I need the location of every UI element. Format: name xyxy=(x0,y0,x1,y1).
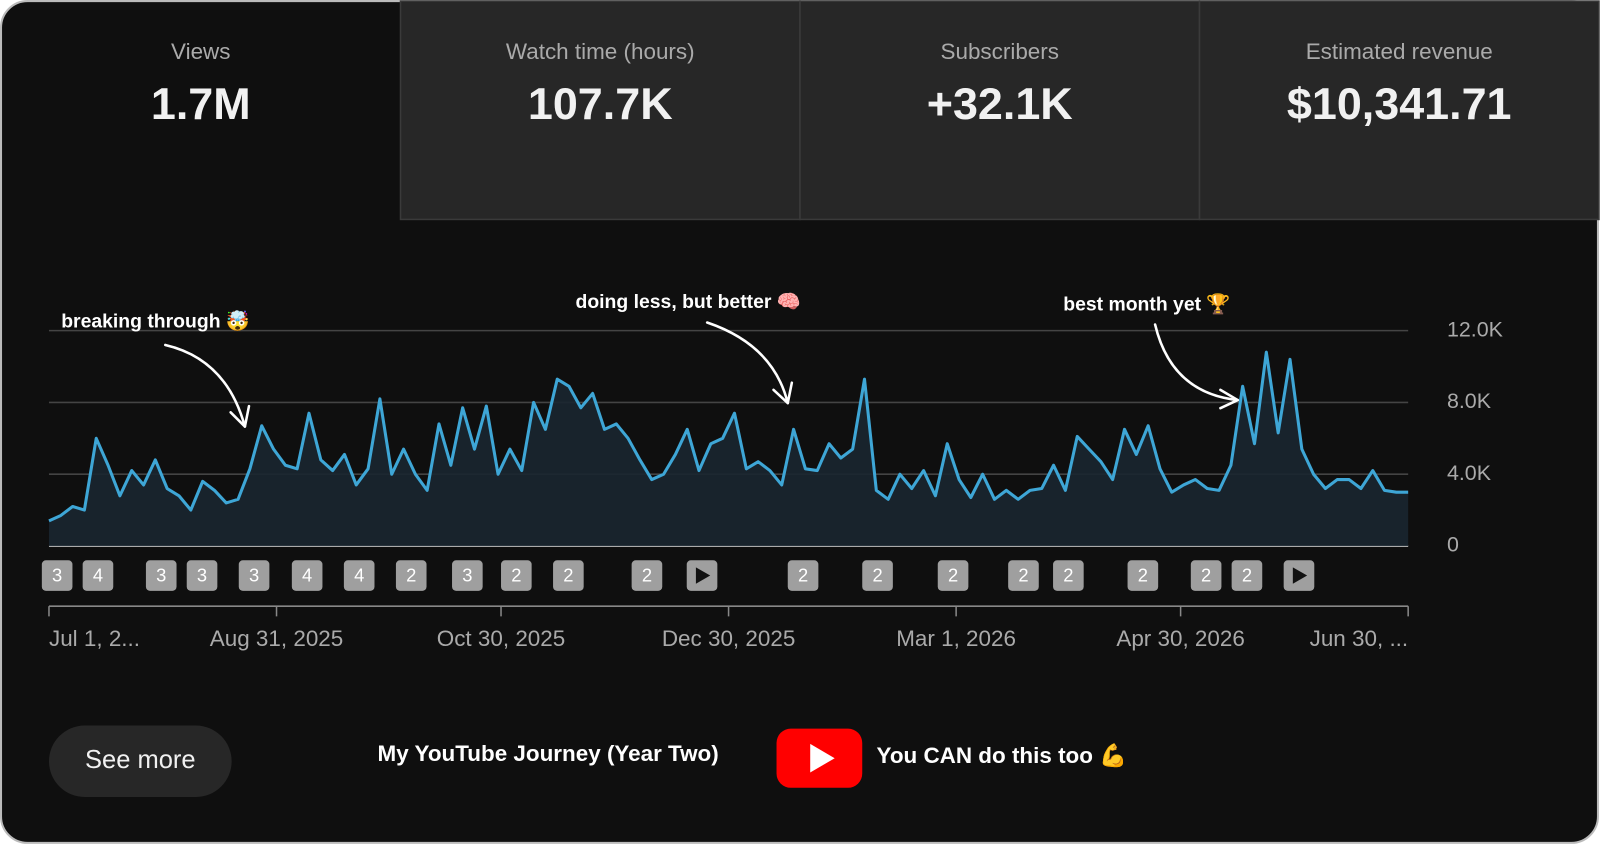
metric-value: 107.7K xyxy=(528,78,673,129)
metric-value: $10,341.71 xyxy=(1287,78,1512,129)
marker-count: 2 xyxy=(872,564,882,585)
arrow-head xyxy=(1219,388,1240,410)
y-tick-label: 0 xyxy=(1447,533,1459,557)
marker-count: 2 xyxy=(798,564,808,585)
arrow-head xyxy=(229,404,251,428)
metric-card[interactable] xyxy=(799,0,1201,221)
video-marker[interactable] xyxy=(1127,560,1159,591)
marker-count: 3 xyxy=(462,564,472,585)
x-tick-label: Dec 30, 2025 xyxy=(662,626,795,651)
video-marker[interactable] xyxy=(452,560,483,591)
x-tick-label: Aug 31, 2025 xyxy=(210,626,343,651)
marker-count: 3 xyxy=(249,564,259,585)
metric-value: 1.7M xyxy=(151,78,251,129)
metric-card[interactable] xyxy=(399,0,801,221)
marker-count: 2 xyxy=(948,564,958,585)
marker-count: 2 xyxy=(1138,564,1148,585)
line-area xyxy=(48,352,1409,546)
video-marker[interactable] xyxy=(41,560,73,591)
see-more-label: See more xyxy=(85,746,196,774)
y-tick-label: 4.0K xyxy=(1447,461,1492,485)
play-icon xyxy=(1292,567,1308,584)
x-tick-label: Apr 30, 2026 xyxy=(1116,626,1245,651)
play-icon xyxy=(695,567,711,584)
video-marker[interactable] xyxy=(1231,560,1263,591)
metric-label: Estimated revenue xyxy=(1306,39,1493,64)
x-tick-label: Oct 30, 2025 xyxy=(437,626,565,651)
x-tick-label: Mar 1, 2026 xyxy=(896,626,1016,651)
x-tick-label: Jun 30, ... xyxy=(1310,626,1409,651)
video-marker[interactable] xyxy=(291,560,323,591)
video-marker[interactable] xyxy=(501,560,532,591)
video-marker[interactable] xyxy=(82,560,114,591)
video-marker[interactable] xyxy=(1053,560,1084,591)
arrow-head xyxy=(772,381,794,405)
metric-card[interactable] xyxy=(1198,0,1600,221)
annotation-arrow xyxy=(164,343,247,428)
video-marker[interactable] xyxy=(343,560,375,591)
marker-count: 2 xyxy=(642,564,652,585)
metric-label: Views xyxy=(171,39,230,64)
video-marker[interactable] xyxy=(631,560,663,591)
marker-count: 4 xyxy=(354,564,364,585)
marker-count: 3 xyxy=(197,564,207,585)
annotation-arrow xyxy=(1153,323,1240,402)
marker-count: 2 xyxy=(406,564,416,585)
footer-tagline: You CAN do this too 💪 xyxy=(877,742,1128,768)
line-series xyxy=(48,350,1409,523)
y-tick-label: 8.0K xyxy=(1447,389,1492,413)
marker-count: 2 xyxy=(1063,564,1073,585)
metric-label: Subscribers xyxy=(941,39,1059,64)
metric-label: Watch time (hours) xyxy=(506,39,695,64)
marker-count: 4 xyxy=(93,564,103,585)
video-marker[interactable] xyxy=(787,560,819,591)
annotation: doing less, but better 🧠 xyxy=(576,291,801,313)
annotation: breaking through 🤯 xyxy=(61,310,250,333)
video-marker[interactable] xyxy=(862,560,893,591)
video-marker[interactable] xyxy=(238,560,270,591)
marker-count: 2 xyxy=(1201,564,1211,585)
video-marker[interactable] xyxy=(1008,560,1039,591)
marker-count: 3 xyxy=(156,564,166,585)
video-marker[interactable] xyxy=(145,560,177,591)
video-marker[interactable] xyxy=(553,560,584,591)
annotation: best month yet 🏆 xyxy=(1063,292,1230,315)
marker-count: 2 xyxy=(1018,564,1028,585)
marker-count: 3 xyxy=(52,564,62,585)
annotation-arrow xyxy=(705,321,790,405)
video-marker[interactable] xyxy=(186,560,218,591)
see-more-button[interactable] xyxy=(48,725,232,797)
marker-count: 4 xyxy=(302,564,312,585)
youtube-play xyxy=(810,743,835,773)
video-marker[interactable] xyxy=(937,560,969,591)
video-marker[interactable] xyxy=(395,560,427,591)
marker-count: 2 xyxy=(1242,564,1252,585)
x-tick-label: Jul 1, 2... xyxy=(49,626,140,651)
footer-title: My YouTube Journey (Year Two) xyxy=(378,741,719,766)
marker-count: 2 xyxy=(563,564,573,585)
video-marker[interactable] xyxy=(1190,560,1222,591)
marker-count: 2 xyxy=(511,564,521,585)
y-tick-label: 12.0K xyxy=(1447,317,1504,341)
metric-value: +32.1K xyxy=(927,78,1073,129)
